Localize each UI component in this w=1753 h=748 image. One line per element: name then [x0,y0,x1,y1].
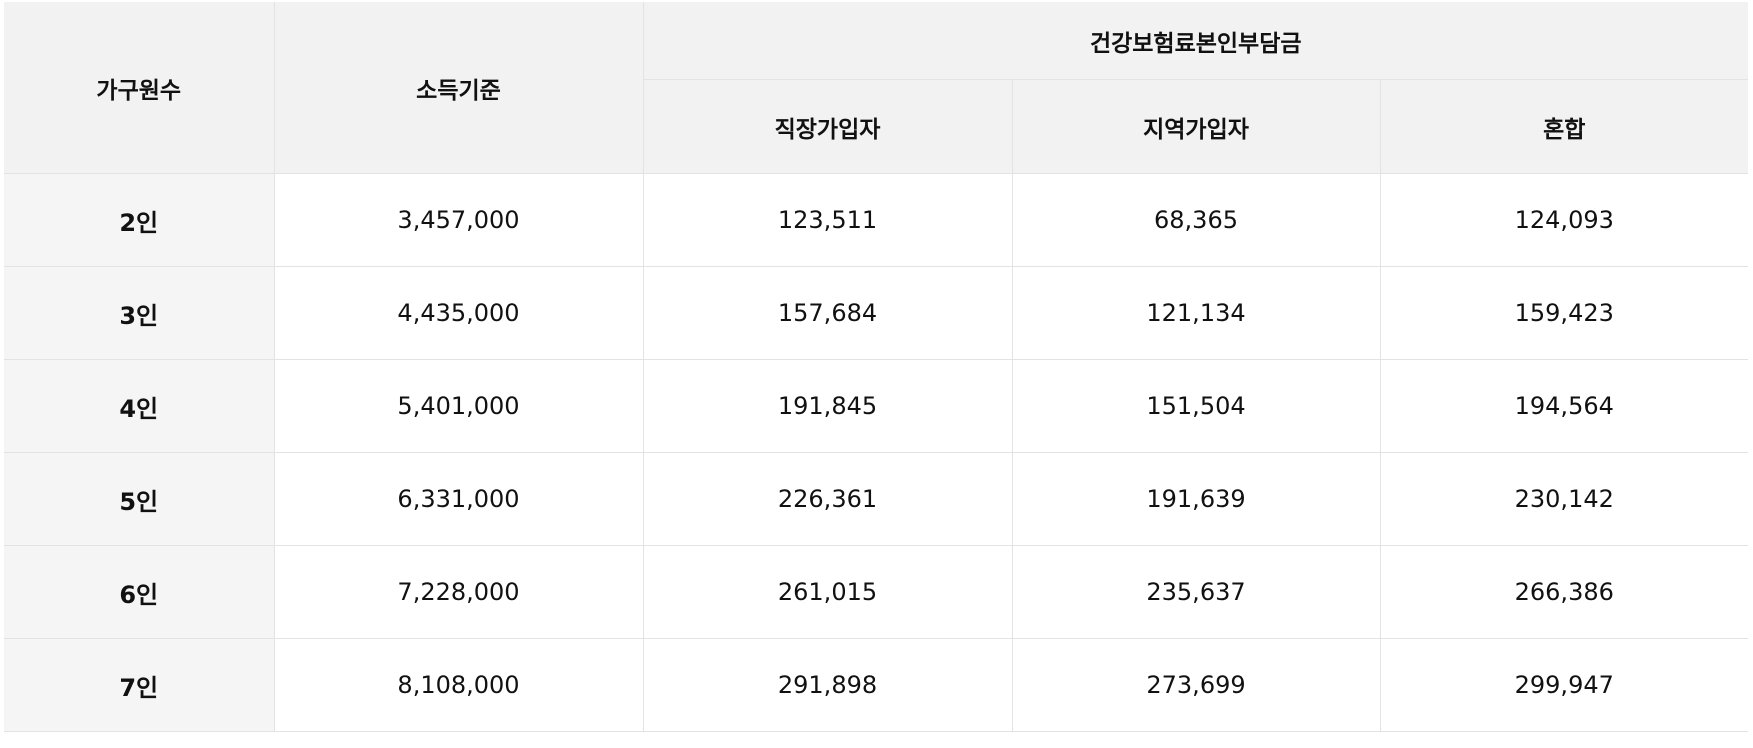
table-row: 3인 4,435,000 157,684 121,134 159,423 [4,266,1748,360]
mixed-cell: 230,142 [1380,452,1748,546]
mixed-cell: 159,423 [1380,266,1748,360]
employee-cell: 261,015 [643,545,1013,639]
table-row: 2인 3,457,000 123,511 68,365 124,093 [4,173,1748,267]
header-regional: 지역가입자 [1012,79,1381,174]
premium-table-container: 가구원수 소득기준 건강보험료본인부담금 직장가입자 지역가입자 혼합 2인 3… [4,2,1748,732]
income-cell: 5,401,000 [274,359,644,453]
income-cell: 6,331,000 [274,452,644,546]
household-cell: 3인 [4,266,275,360]
table-header: 가구원수 소득기준 건강보험료본인부담금 직장가입자 지역가입자 혼합 [4,2,1748,174]
regional-cell: 273,699 [1012,638,1381,732]
mixed-cell: 194,564 [1380,359,1748,453]
header-premium-group: 건강보험료본인부담금 [643,2,1748,80]
regional-cell: 235,637 [1012,545,1381,639]
household-cell: 5인 [4,452,275,546]
regional-cell: 151,504 [1012,359,1381,453]
mixed-cell: 299,947 [1380,638,1748,732]
income-cell: 4,435,000 [274,266,644,360]
household-cell: 2인 [4,173,275,267]
mixed-cell: 266,386 [1380,545,1748,639]
premium-table: 가구원수 소득기준 건강보험료본인부담금 직장가입자 지역가입자 혼합 2인 3… [4,2,1748,732]
regional-cell: 191,639 [1012,452,1381,546]
header-mixed: 혼합 [1380,79,1748,174]
header-row-top: 가구원수 소득기준 건강보험료본인부담금 [4,2,1748,174]
employee-cell: 123,511 [643,173,1013,267]
table-row: 5인 6,331,000 226,361 191,639 230,142 [4,452,1748,546]
employee-cell: 291,898 [643,638,1013,732]
regional-cell: 121,134 [1012,266,1381,360]
income-cell: 7,228,000 [274,545,644,639]
income-cell: 3,457,000 [274,173,644,267]
income-cell: 8,108,000 [274,638,644,732]
table-row: 4인 5,401,000 191,845 151,504 194,564 [4,359,1748,453]
employee-cell: 157,684 [643,266,1013,360]
household-cell: 7인 [4,638,275,732]
header-row-sub: 직장가입자 지역가입자 혼합 [4,79,1748,174]
household-cell: 6인 [4,545,275,639]
household-cell: 4인 [4,359,275,453]
table-row: 7인 8,108,000 291,898 273,699 299,947 [4,638,1748,732]
employee-cell: 226,361 [643,452,1013,546]
mixed-cell: 124,093 [1380,173,1748,267]
header-income-standard: 소득기준 [274,2,644,174]
header-employee: 직장가입자 [643,79,1013,174]
table-body: 2인 3,457,000 123,511 68,365 124,093 3인 4… [4,173,1748,732]
table-row: 6인 7,228,000 261,015 235,637 266,386 [4,545,1748,639]
employee-cell: 191,845 [643,359,1013,453]
regional-cell: 68,365 [1012,173,1381,267]
header-household-count: 가구원수 [4,2,275,174]
